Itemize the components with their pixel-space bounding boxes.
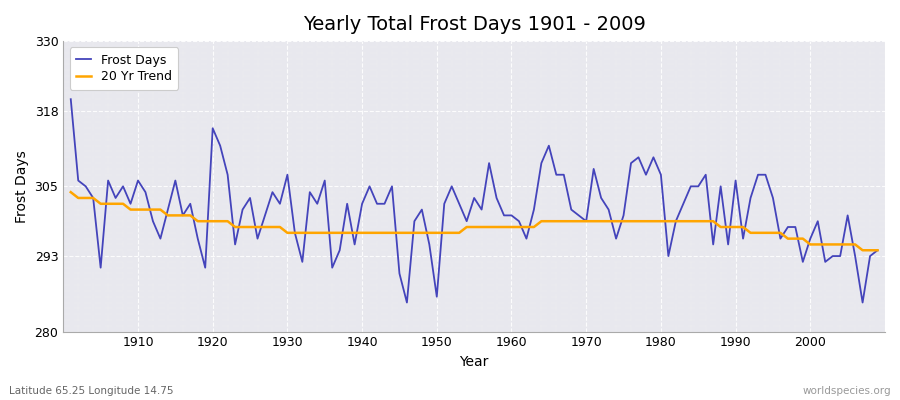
Text: Latitude 65.25 Longitude 14.75: Latitude 65.25 Longitude 14.75: [9, 386, 174, 396]
20 Yr Trend: [596, 219, 607, 224]
Y-axis label: Frost Days: Frost Days: [15, 150, 29, 223]
20 Yr Trend: [125, 207, 136, 212]
20 Yr Trend: [290, 230, 301, 235]
Frost Days: [603, 207, 614, 212]
Frost Days: [514, 219, 525, 224]
Frost Days: [506, 213, 517, 218]
20 Yr Trend: [66, 190, 77, 194]
20 Yr Trend: [857, 248, 868, 253]
Frost Days: [66, 97, 77, 102]
20 Yr Trend: [506, 225, 517, 230]
Frost Days: [334, 248, 345, 253]
Frost Days: [125, 201, 136, 206]
X-axis label: Year: Year: [460, 355, 489, 369]
Frost Days: [872, 248, 883, 253]
20 Yr Trend: [334, 230, 345, 235]
20 Yr Trend: [872, 248, 883, 253]
Frost Days: [401, 300, 412, 305]
20 Yr Trend: [499, 225, 509, 230]
Text: worldspecies.org: worldspecies.org: [803, 386, 891, 396]
Line: Frost Days: Frost Days: [71, 99, 878, 302]
Legend: Frost Days, 20 Yr Trend: Frost Days, 20 Yr Trend: [69, 47, 178, 90]
Frost Days: [290, 230, 301, 235]
Title: Yearly Total Frost Days 1901 - 2009: Yearly Total Frost Days 1901 - 2009: [302, 15, 645, 34]
Line: 20 Yr Trend: 20 Yr Trend: [71, 192, 878, 250]
